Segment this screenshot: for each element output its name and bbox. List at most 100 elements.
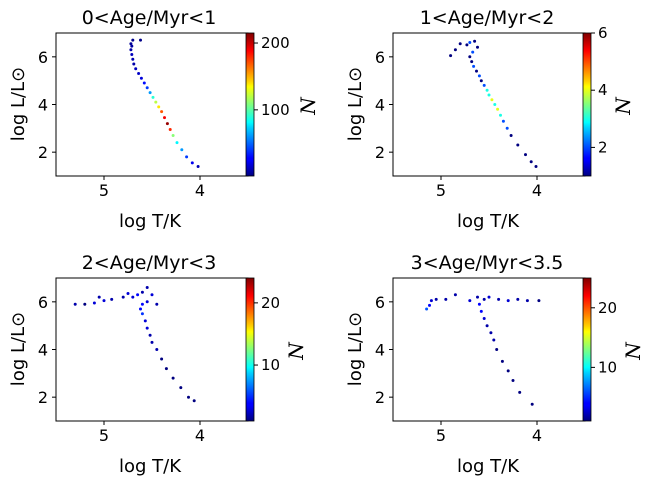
scatter-point: [187, 395, 190, 399]
colorbar-label: N: [296, 96, 320, 116]
scatter-point: [492, 338, 496, 342]
y-tick-label: 4: [38, 341, 48, 360]
scatter-point: [145, 326, 149, 330]
scatter-point: [139, 76, 143, 80]
scatter-point: [192, 399, 196, 403]
scatter-point: [155, 302, 159, 306]
scatter-point: [476, 295, 479, 299]
scatter-points: [449, 39, 538, 168]
scatter-point: [537, 299, 541, 303]
scatter-point: [475, 69, 478, 73]
scatter-point: [495, 348, 499, 351]
scatter-point: [137, 72, 141, 75]
panel-title: 2<Age/Myr<3: [82, 252, 217, 274]
scatter-point: [506, 299, 510, 303]
scatter-point: [157, 105, 161, 109]
y-tick-label: 2: [375, 388, 385, 407]
scatter-point: [477, 74, 481, 78]
scatter-point: [449, 54, 453, 58]
x-axis-label: log T/K: [119, 211, 182, 232]
colorbar: [582, 32, 592, 177]
scatter-point: [453, 293, 457, 297]
scatter-point: [509, 134, 513, 137]
x-tick-label: 5: [99, 181, 109, 200]
scatter-point: [160, 357, 164, 361]
scatter-point: [102, 299, 106, 303]
x-axis-label: log T/K: [457, 456, 520, 477]
scatter-point: [171, 376, 175, 380]
scatter-point: [477, 302, 481, 306]
y-axis-ticks: 2 4 6: [375, 293, 393, 407]
scatter-point: [534, 165, 538, 168]
scatter-point: [516, 143, 520, 147]
scatter-point: [425, 307, 429, 311]
y-axis-ticks: 2 4 6: [375, 48, 393, 162]
scatter-point: [126, 292, 130, 295]
x-tick-label: 4: [532, 181, 542, 200]
scatter-point: [473, 39, 477, 43]
y-tick-label: 6: [38, 48, 48, 67]
y-axis-label: log L/L⊙: [8, 67, 29, 141]
scatter-point: [468, 41, 472, 44]
y-axis-label: log L/L⊙: [8, 312, 29, 386]
colorbar: [245, 32, 255, 177]
scatter-point: [180, 148, 184, 152]
x-tick-label: 5: [436, 426, 446, 445]
y-axis-label: log L/L⊙: [345, 312, 366, 386]
scatter-point: [487, 295, 491, 299]
scatter-point: [92, 301, 96, 305]
scatter-point: [500, 359, 504, 363]
y-tick-label: 6: [375, 293, 385, 312]
scatter-point: [434, 297, 438, 301]
scatter-point: [505, 126, 509, 130]
x-axis-label: log T/K: [119, 456, 182, 477]
scatter-point: [131, 57, 135, 61]
scatter-point: [465, 43, 469, 47]
scatter-point: [73, 302, 77, 306]
scatter-point: [428, 303, 431, 307]
plot-frame: [392, 32, 586, 177]
scatter-point: [140, 302, 144, 306]
y-tick-label: 2: [38, 388, 48, 407]
y-axis-label: log L/L⊙: [345, 67, 366, 141]
y-tick-label: 2: [375, 143, 385, 162]
scatter-point: [485, 88, 489, 92]
scatter-point: [479, 309, 483, 313]
scatter-point: [150, 340, 154, 344]
colorbar-tick-label: 4: [598, 81, 608, 99]
scatter-point: [196, 165, 200, 168]
scatter-point: [501, 119, 505, 123]
scatter-point: [429, 299, 433, 303]
colorbar-label: N: [621, 341, 645, 361]
colorbar: [582, 277, 592, 422]
scatter-point: [444, 297, 448, 301]
scatter-point: [145, 286, 149, 289]
scatter-point: [150, 293, 154, 297]
scatter-point: [139, 38, 142, 42]
panel-title: 3<Age/Myr<3.5: [411, 252, 564, 274]
scatter-point: [468, 55, 472, 59]
colorbar-label: N: [611, 96, 635, 116]
scatter-point: [110, 297, 114, 301]
scatter-point: [525, 299, 529, 303]
scatter-point: [479, 79, 483, 83]
scatter-points: [73, 286, 196, 403]
scatter-point: [485, 324, 489, 328]
scatter-point: [168, 128, 172, 131]
scatter-point: [185, 155, 189, 159]
y-axis-ticks: 2 4 6: [38, 293, 56, 407]
colorbar-tick-label: 6: [598, 24, 608, 42]
scatter-point: [136, 293, 140, 297]
scatter-point: [145, 300, 149, 304]
scatter-point: [489, 331, 493, 335]
scatter-point: [129, 48, 133, 52]
scatter-point: [487, 93, 491, 97]
scatter-point: [155, 348, 159, 351]
scatter-point: [171, 134, 175, 137]
scatter-point: [497, 297, 501, 301]
scatter-point: [496, 107, 500, 111]
scatter-point: [131, 295, 135, 299]
